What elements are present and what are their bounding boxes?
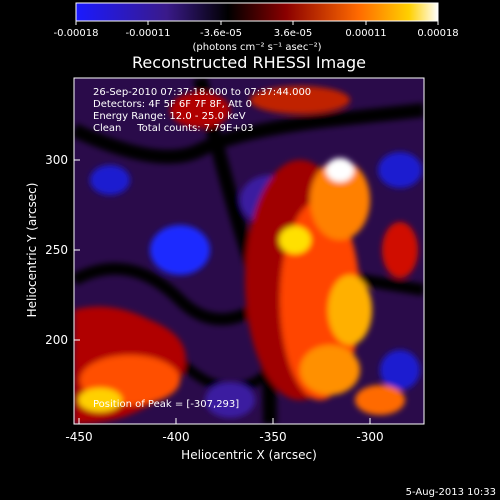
x-tick-label: -400 [162,430,189,444]
x-tick-label: -450 [65,430,92,444]
colorbar-tick-label: 3.6e-05 [274,28,312,39]
plot-title: Reconstructed RHESSI Image [132,53,366,72]
plot-frame [73,77,425,425]
colorbar: -0.00018 -0.00011 -3.6e-05 3.6e-05 0.00011 0.… [54,2,459,53]
colorbar-units: (photons cm⁻² s⁻¹ asec⁻²) [192,42,321,53]
colorbar-tick-label: -3.6e-05 [200,28,242,39]
y-axis: 200 250 300 [45,153,80,347]
x-axis-label: Heliocentric X (arcsec) [181,448,317,462]
x-axis: -450 -400 -350 -300 [65,418,384,444]
time-range: 26-Sep-2010 07:37:18.000 to 07:37:44.000 [93,87,311,98]
peak-position: Position of Peak = [-307,293] [93,399,239,410]
y-tick-label: 200 [45,333,68,347]
clean-total-counts: Clean Total counts: 7.79E+03 [93,123,253,134]
plot-date: 5-Aug-2013 10:33 [406,487,496,498]
x-tick-label: -350 [259,430,286,444]
y-tick-label: 250 [45,243,68,257]
x-tick-label: -300 [356,430,383,444]
rhessi-image [74,78,424,424]
y-axis-label: Heliocentric Y (arcsec) [25,183,39,318]
colorbar-gradient [75,2,439,22]
energy-range: Energy Range: 12.0 - 25.0 keV [93,111,246,122]
colorbar-tick-label: -0.00011 [126,28,171,39]
colorbar-ticks: -0.00018 -0.00011 -3.6e-05 3.6e-05 0.00011 0.… [54,21,459,39]
colorbar-tick-label: -0.00018 [54,28,99,39]
image-annotations: 26-Sep-2010 07:37:18.000 to 07:37:44.000… [93,87,311,410]
colorbar-tick-label: 0.00018 [417,28,458,39]
y-tick-label: 300 [45,153,68,167]
detectors-info: Detectors: 4F 5F 6F 7F 8F, Att 0 [93,99,252,110]
colorbar-tick-label: 0.00011 [345,28,386,39]
